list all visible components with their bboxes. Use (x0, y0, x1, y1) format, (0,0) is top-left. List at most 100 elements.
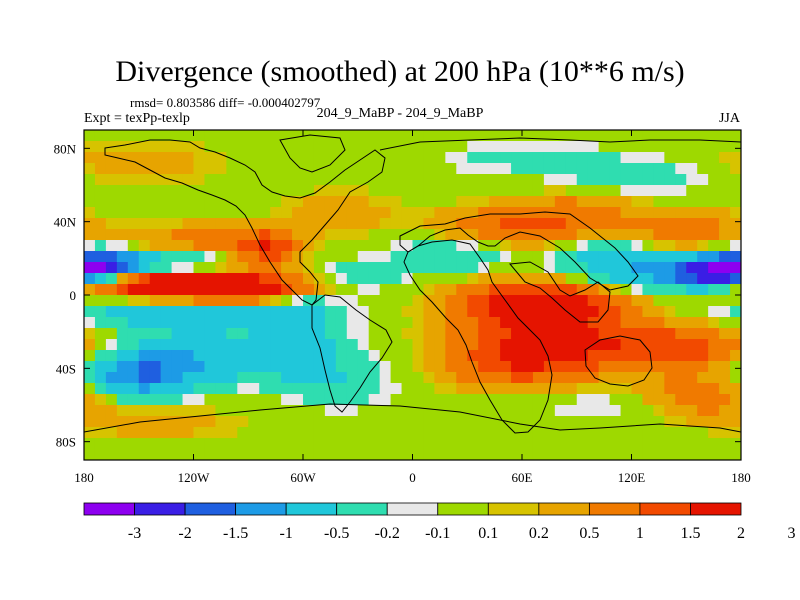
field-cell (215, 174, 227, 186)
field-cell (84, 240, 96, 252)
field-cell (598, 339, 611, 351)
field-cell (401, 141, 414, 153)
field-cell (730, 130, 741, 142)
field-cell (675, 449, 687, 460)
field-cell (686, 416, 698, 428)
field-cell (642, 383, 654, 395)
field-cell (204, 328, 216, 340)
field-cell (576, 163, 589, 175)
field-cell (303, 152, 315, 164)
field-cell (193, 449, 206, 460)
x-tick-label: 180 (731, 470, 751, 485)
field-cell (664, 361, 676, 373)
field-cell (653, 185, 665, 197)
field-cell (708, 262, 720, 274)
field-cell (642, 438, 654, 450)
field-cell (127, 350, 140, 362)
field-cell (631, 196, 644, 208)
colorbar-label: 0.5 (579, 525, 599, 542)
field-cell (303, 306, 315, 318)
field-cell (522, 416, 534, 428)
field-cell (84, 207, 96, 219)
field-cell (401, 394, 414, 406)
field-cell (94, 328, 107, 340)
field-cell (138, 141, 151, 153)
field-cell (94, 394, 107, 406)
field-cell (642, 427, 654, 439)
field-cell (379, 361, 392, 373)
field-cell (138, 438, 151, 450)
field-cell (182, 449, 195, 460)
field-cell (576, 152, 589, 164)
field-cell (445, 185, 457, 197)
field-cell (204, 163, 216, 175)
field-cell (335, 383, 348, 395)
field-cell (532, 328, 545, 340)
outline-arabia-india (509, 261, 611, 323)
field-cell (313, 427, 326, 439)
field-cell (576, 185, 589, 197)
field-cell (105, 350, 118, 362)
field-cell (292, 141, 304, 153)
field-cell (160, 361, 173, 373)
field-cell (171, 196, 184, 208)
field-cell (171, 174, 184, 186)
field-cell (357, 130, 370, 142)
field-cell (193, 163, 206, 175)
field-cell (445, 207, 457, 219)
field-cell (511, 350, 523, 362)
field-cell (565, 240, 578, 252)
field-cell (708, 273, 720, 285)
field-cell (292, 394, 304, 406)
field-cell (489, 339, 501, 351)
field-cell (281, 141, 293, 153)
field-cell (171, 339, 184, 351)
field-cell (237, 152, 249, 164)
outline-greenland (279, 134, 346, 173)
field-cell (434, 273, 446, 285)
field-cell (171, 229, 184, 241)
field-cell (412, 449, 425, 460)
field-cell (84, 427, 96, 439)
field-cell (434, 372, 446, 384)
field-cell (116, 229, 129, 241)
field-cell (708, 284, 720, 296)
field-cell (324, 251, 337, 263)
field-cell (631, 449, 644, 460)
field-cell (730, 317, 741, 329)
field-cell (675, 240, 687, 252)
field-cell (171, 405, 184, 417)
field-cell (368, 218, 381, 230)
field-cell (478, 427, 490, 439)
field-cell (719, 328, 731, 340)
field-cell (587, 251, 600, 263)
field-cell (94, 163, 107, 175)
field-cell (346, 163, 359, 175)
field-cell (543, 141, 556, 153)
field-cell (730, 240, 741, 252)
field-cell (215, 295, 227, 307)
field-cell (423, 251, 435, 263)
field-cell (489, 416, 501, 428)
field-cell (368, 273, 381, 285)
field-cell (105, 317, 118, 329)
field-cell (445, 449, 457, 460)
field-cell (270, 240, 282, 252)
field-cell (576, 273, 589, 285)
field-cell (730, 405, 741, 417)
field-cell (434, 328, 446, 340)
field-cell (204, 394, 216, 406)
field-cell (84, 152, 96, 164)
field-cell (697, 251, 709, 263)
field-cell (631, 295, 644, 307)
field-cell (149, 372, 162, 384)
field-cell (445, 361, 457, 373)
field-cell (292, 405, 304, 417)
field-cell (368, 383, 381, 395)
field-cell (478, 339, 490, 351)
field-cell (642, 295, 654, 307)
field-cell (259, 361, 271, 373)
field-cell (357, 306, 370, 318)
field-cell (149, 174, 162, 186)
field-cell (215, 372, 227, 384)
